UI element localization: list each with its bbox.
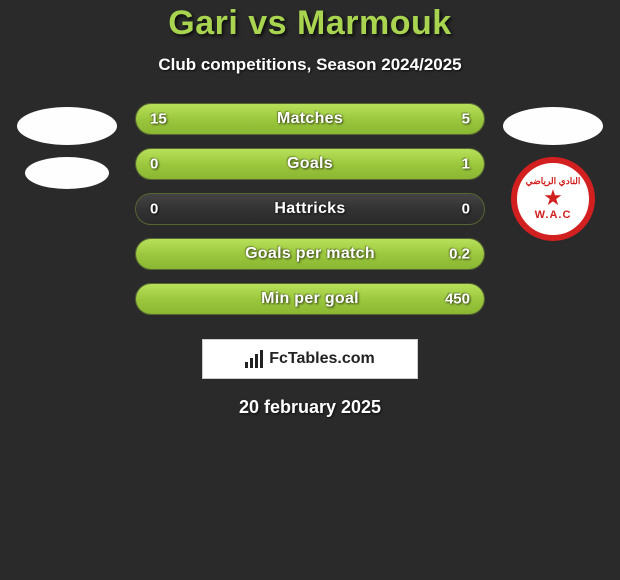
- bar-right-value: 0: [462, 201, 470, 218]
- main-row: 15 Matches 5 0 Goals 1 0 Hattricks 0 Goals per ma…: [0, 103, 620, 315]
- bar-label: Hattricks: [274, 200, 345, 218]
- right-player-column: النادي الرياضي ★ W.A.C: [503, 103, 603, 241]
- bars-icon: [245, 350, 263, 368]
- bar-left-value: 0: [150, 156, 158, 173]
- stat-bar: Goals per match 0.2: [135, 238, 485, 270]
- bar-left-fill: [136, 104, 397, 134]
- bar-right-fill: [397, 104, 484, 134]
- left-club-placeholder: [25, 157, 109, 189]
- bar-left-value: 0: [150, 201, 158, 218]
- infographic-container: Gari vs Marmouk Club competitions, Seaso…: [0, 0, 620, 418]
- bar-right-value: 450: [445, 291, 470, 308]
- club-label: W.A.C: [535, 210, 572, 221]
- subtitle: Club competitions, Season 2024/2025: [0, 55, 620, 75]
- bar-label: Goals per match: [245, 245, 375, 263]
- stat-bar: 15 Matches 5: [135, 103, 485, 135]
- bar-right-value: 0.2: [449, 246, 470, 263]
- bar-right-value: 1: [462, 156, 470, 173]
- stat-bar: 0 Hattricks 0: [135, 193, 485, 225]
- club-star-icon: ★: [543, 187, 563, 209]
- left-player-photo-placeholder: [17, 107, 117, 145]
- branding-text: FcTables.com: [269, 350, 375, 368]
- bar-right-value: 5: [462, 111, 470, 128]
- bar-label: Matches: [277, 110, 343, 128]
- stat-bar: Min per goal 450: [135, 283, 485, 315]
- comparison-bars: 15 Matches 5 0 Goals 1 0 Hattricks 0 Goals per ma…: [135, 103, 485, 315]
- bar-label: Min per goal: [261, 290, 359, 308]
- bar-left-value: 15: [150, 111, 167, 128]
- branding-box: FcTables.com: [202, 339, 418, 379]
- right-player-photo-placeholder: [503, 107, 603, 145]
- stat-bar: 0 Goals 1: [135, 148, 485, 180]
- left-player-column: [17, 103, 117, 189]
- right-club-badge: النادي الرياضي ★ W.A.C: [511, 157, 595, 241]
- date-text: 20 february 2025: [0, 397, 620, 418]
- page-title: Gari vs Marmouk: [0, 4, 620, 43]
- bar-label: Goals: [287, 155, 333, 173]
